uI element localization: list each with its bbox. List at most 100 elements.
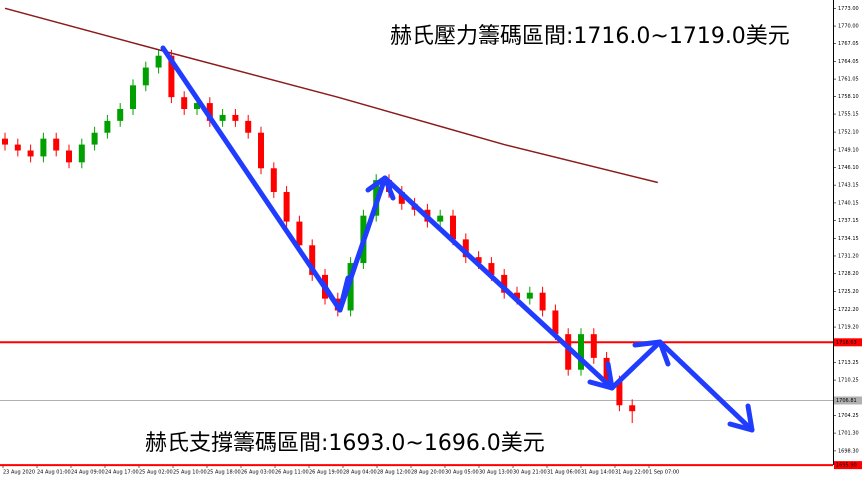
candle-body bbox=[629, 405, 636, 412]
candle-body bbox=[206, 103, 213, 121]
candle-body bbox=[194, 103, 200, 110]
candle-body bbox=[142, 67, 149, 86]
arrow-line bbox=[382, 175, 615, 391]
arrow-line bbox=[160, 45, 343, 313]
x-tick-label: 25 Aug 10:00 bbox=[173, 470, 207, 476]
y-tick-label: 1731.20 bbox=[838, 253, 859, 259]
arrow-head bbox=[587, 361, 615, 391]
candle-body bbox=[245, 120, 252, 133]
y-tick-label: 1713.25 bbox=[838, 360, 859, 366]
x-tick-label: 25 Aug 02:00 bbox=[139, 470, 173, 476]
candle-body bbox=[590, 334, 597, 358]
candle-body bbox=[155, 55, 162, 68]
candle-body bbox=[462, 239, 469, 258]
y-tick-label: 1725.20 bbox=[838, 289, 859, 295]
candle-body bbox=[450, 215, 456, 240]
y-tick-label: 1734.15 bbox=[838, 236, 859, 242]
y-tick-label: 1737.15 bbox=[838, 218, 859, 224]
candle-body bbox=[14, 144, 21, 151]
candle-body bbox=[117, 109, 124, 121]
y-tick-label: 1758.10 bbox=[838, 94, 859, 100]
y-tick-label: 1752.10 bbox=[838, 130, 859, 136]
annotation-bg bbox=[140, 427, 600, 461]
candle-body bbox=[526, 292, 533, 299]
support-annotation: 赫氏支撐籌碼區間:1693.0~1696.0美元 bbox=[145, 431, 545, 456]
y-tick-label: 1719.20 bbox=[838, 325, 859, 331]
y-tick-label: 1770.00 bbox=[838, 24, 859, 30]
y-tick-label: 1743.15 bbox=[838, 183, 859, 189]
price-level-label: 1716.63 bbox=[836, 340, 857, 346]
x-tick-label: 28 Aug 20:00 bbox=[411, 470, 445, 476]
candle-body bbox=[475, 257, 482, 264]
price-level-label: 1706.81 bbox=[836, 398, 857, 404]
x-tick-label: 31 Aug 14:00 bbox=[581, 470, 615, 476]
plot-area: 1773.00 1770.00 1767.05 1764.05 1761.05 1758.… bbox=[0, 6, 862, 476]
candle-body bbox=[2, 138, 8, 145]
candle-body bbox=[130, 85, 136, 110]
y-tick-label: 1728.20 bbox=[838, 271, 859, 277]
x-tick-label: 24 Aug 09:00 bbox=[71, 470, 105, 476]
y-tick-label: 1761.05 bbox=[838, 77, 859, 83]
x-tick-label: 31 Aug 06:00 bbox=[547, 470, 581, 476]
x-tick-label: 28 Aug 04:00 bbox=[343, 470, 377, 476]
x-tick-label: 28 Aug 12:00 bbox=[377, 470, 411, 476]
annotation-bg bbox=[385, 18, 833, 54]
candle-body bbox=[27, 150, 34, 157]
arrow-head bbox=[365, 175, 396, 201]
candle-body bbox=[53, 138, 60, 151]
x-tick-label: 26 Aug 11:00 bbox=[275, 470, 309, 476]
candle-body bbox=[91, 132, 98, 145]
candle-body bbox=[309, 245, 316, 275]
y-tick-label: 1710.25 bbox=[838, 378, 859, 384]
candle-body bbox=[219, 114, 226, 121]
candle-body bbox=[283, 191, 290, 222]
y-tick-label: 1764.05 bbox=[838, 59, 859, 65]
y-tick-label: 1773.00 bbox=[838, 6, 859, 12]
candle-body bbox=[514, 292, 520, 299]
y-tick-label: 1767.05 bbox=[838, 41, 859, 47]
candle-body bbox=[565, 334, 572, 370]
price-level-box bbox=[834, 338, 862, 347]
arrow-head bbox=[632, 339, 671, 367]
candle-body bbox=[616, 381, 623, 406]
x-tick-label: 1 Sep 07:00 bbox=[649, 470, 679, 476]
candle-body bbox=[40, 138, 47, 157]
candle-body bbox=[181, 97, 188, 110]
x-tick-label: 26 Aug 19:00 bbox=[309, 470, 343, 476]
moving-average bbox=[4, 7, 658, 184]
y-tick-label: 1749.10 bbox=[838, 147, 859, 153]
y-tick-label: 1701.30 bbox=[838, 431, 859, 437]
x-tick-label: 30 Aug 13:00 bbox=[479, 470, 513, 476]
x-tick-label: 26 Aug 03:00 bbox=[241, 470, 275, 476]
x-tick-label: 25 Aug 18:00 bbox=[207, 470, 241, 476]
arrow-head bbox=[319, 275, 351, 313]
candle-body bbox=[232, 114, 239, 121]
candle-body bbox=[347, 263, 354, 311]
x-tick-label: 24 Aug 17:00 bbox=[105, 470, 139, 476]
candle-body bbox=[78, 144, 85, 163]
trend-arrows bbox=[160, 45, 755, 433]
x-tick-label: 24 Aug 01:00 bbox=[37, 470, 71, 476]
price-level-label: 1695.90 bbox=[836, 463, 857, 469]
y-tick-label: 1740.15 bbox=[838, 200, 859, 206]
candle-body bbox=[488, 263, 495, 275]
candle-body bbox=[66, 150, 72, 163]
price-level-box bbox=[834, 461, 862, 470]
y-tick-label: 1755.15 bbox=[838, 112, 859, 118]
candle-body bbox=[578, 334, 584, 370]
candle-body bbox=[258, 132, 264, 169]
x-tick-label: 23 Aug 2020 bbox=[3, 470, 35, 476]
candle-body bbox=[437, 215, 444, 222]
x-tick-label: 31 Aug 22:00 bbox=[615, 470, 649, 476]
y-tick-label: 1704.25 bbox=[838, 413, 859, 419]
candle-body bbox=[398, 191, 405, 204]
arrow-head bbox=[727, 403, 755, 433]
resistance-annotation: 赫氏壓力籌碼區間:1716.0~1719.0美元 bbox=[390, 24, 790, 49]
y-tick-label: 1698.30 bbox=[838, 448, 859, 454]
x-tick-label: 30 Aug 21:00 bbox=[513, 470, 547, 476]
candle-body bbox=[539, 292, 546, 311]
candle-body bbox=[270, 168, 277, 192]
candle-body bbox=[501, 274, 508, 293]
